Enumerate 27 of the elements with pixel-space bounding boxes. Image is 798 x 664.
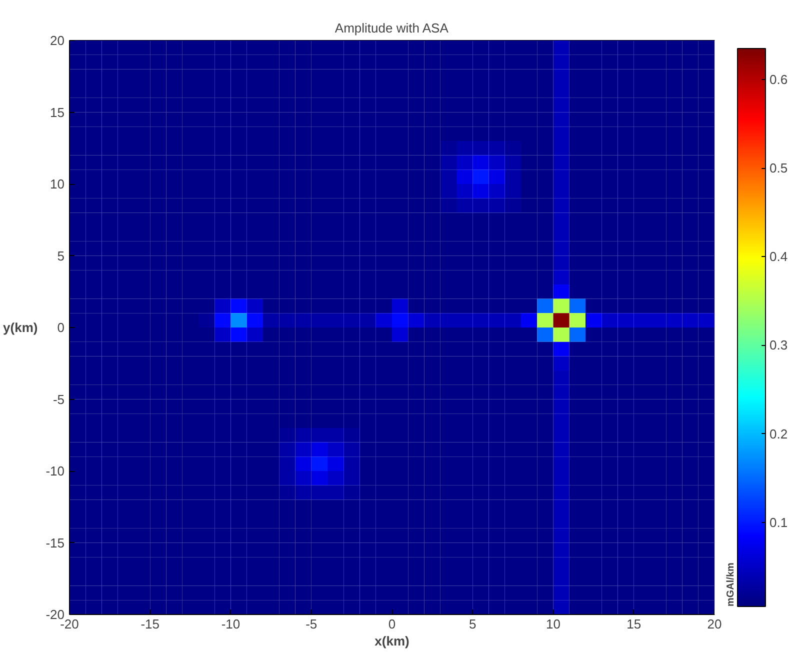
x-tick-label: -10	[221, 616, 240, 632]
color-bar-title: mGAl/km	[726, 562, 736, 606]
chart-title: Amplitude with ASA	[334, 20, 449, 36]
x-tick-label: -15	[140, 616, 160, 632]
y-tick-label: -5	[52, 392, 65, 407]
color-bar-label: 0.1	[770, 514, 788, 530]
x-tick-label: 15	[626, 616, 642, 632]
y-tick-label: 5	[57, 248, 65, 264]
y-tick-label: -15	[46, 535, 65, 550]
x-tick-label: 10	[546, 616, 560, 632]
y-tick-label: -10	[46, 464, 65, 478]
y-tick-label: 20	[50, 33, 65, 48]
color-bar-label: 0.3	[770, 338, 788, 353]
x-tick-label: 0	[388, 616, 396, 632]
color-bar-label: 0.5	[770, 160, 788, 176]
x-tick-label: 20	[707, 616, 722, 632]
x-tick-label: 5	[469, 616, 476, 632]
color-bar-label: 0.4	[770, 249, 788, 264]
y-tick-label: 15	[50, 104, 65, 120]
y-tick-label: 0	[57, 320, 65, 335]
y-axis-title: y(km)	[3, 320, 38, 335]
y-tick-label: -20	[46, 607, 65, 622]
x-tick-label: -5	[306, 616, 318, 632]
x-axis-title: x(km)	[374, 634, 410, 648]
color-bar-label: 0.2	[770, 426, 788, 442]
y-tick-label: 10	[50, 176, 65, 192]
color-bar-label: 0.6	[770, 72, 788, 87]
